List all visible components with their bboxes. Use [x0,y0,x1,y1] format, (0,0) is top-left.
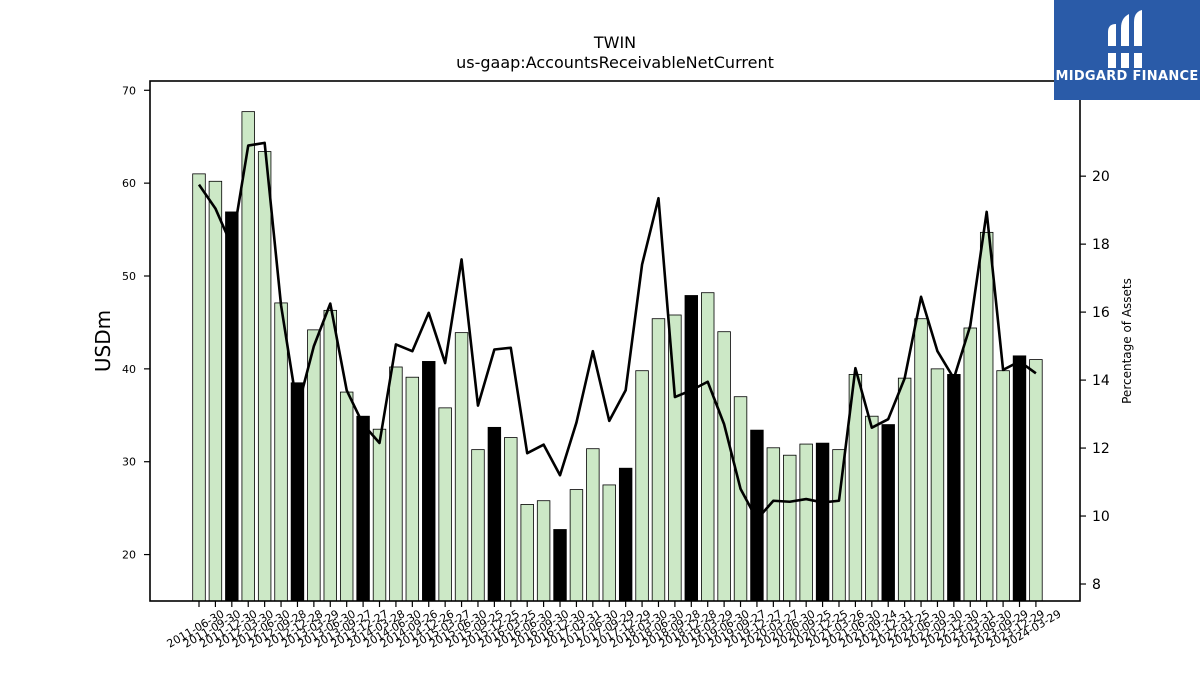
bar [520,504,534,602]
brand-name: MIDGARD FINANCE [1055,69,1199,84]
bar [881,424,895,602]
bar [307,329,321,602]
midgard-logo-icon [1106,10,1146,68]
bar [1029,359,1043,602]
y-tick-label: 30 [122,456,136,469]
bar [454,332,469,602]
y-tick-label: 70 [122,84,136,97]
bar [963,327,977,602]
bar [1012,355,1027,602]
bar [766,447,781,602]
chart-subtitle: us-gaap:AccountsReceivableNetCurrent [456,53,774,72]
bar [799,443,813,602]
bar-series [192,111,1043,602]
bar [405,376,420,602]
brand-logo: MIDGARD FINANCE [1054,0,1200,100]
bar [274,302,288,602]
bar [865,415,879,602]
right-axis: 8 10 12 14 16 18 20 [1080,169,1110,593]
bar [553,529,567,602]
bar [651,318,666,602]
bar [586,448,600,602]
bar [602,484,616,602]
bar [569,489,584,602]
line-series [197,141,1037,521]
bar [290,382,305,602]
y-tick-label: 60 [122,177,136,190]
bar [504,437,518,602]
bar [438,407,452,602]
bar [323,309,337,602]
bar [996,370,1010,602]
y2-axis-label: Percentage of Assets [1120,278,1134,404]
y-tick-label: 50 [122,270,136,283]
bar [947,374,961,602]
bar [701,292,715,602]
bar [914,318,928,602]
bar [717,331,731,602]
y2-tick-label: 14 [1092,373,1110,389]
bar [372,428,387,602]
bar [257,151,272,602]
bar [422,361,436,602]
bar [635,370,649,602]
bar [241,111,255,602]
y-tick-label: 40 [122,363,136,376]
bar [471,449,485,602]
y2-tick-label: 8 [1092,577,1101,593]
y-tick-label: 20 [122,549,136,562]
plot-frame [149,80,1081,602]
bar [208,180,223,602]
bar [618,467,633,602]
bar [684,295,699,602]
line-path [197,141,1037,521]
bar [225,211,239,602]
y2-tick-label: 20 [1092,169,1110,185]
bar [815,442,830,602]
y2-tick-label: 16 [1092,305,1110,321]
chart-title: TWIN [593,33,636,52]
y2-tick-label: 18 [1092,237,1110,253]
bar [783,454,797,602]
bar [487,426,502,602]
bar [356,415,370,602]
bar [930,368,945,602]
x-axis: 2011-06-302011-09-302011-12-302012-03-30… [165,601,1063,651]
bar [339,391,354,602]
bar [897,377,912,602]
y2-tick-label: 12 [1092,441,1110,457]
bar [389,366,403,602]
bar [536,500,551,602]
bar [979,231,994,602]
bar [192,173,206,602]
left-axis: 20 30 40 50 60 70 [122,84,150,562]
y-axis-label: USDm [91,310,115,372]
y2-tick-label: 10 [1092,509,1110,525]
